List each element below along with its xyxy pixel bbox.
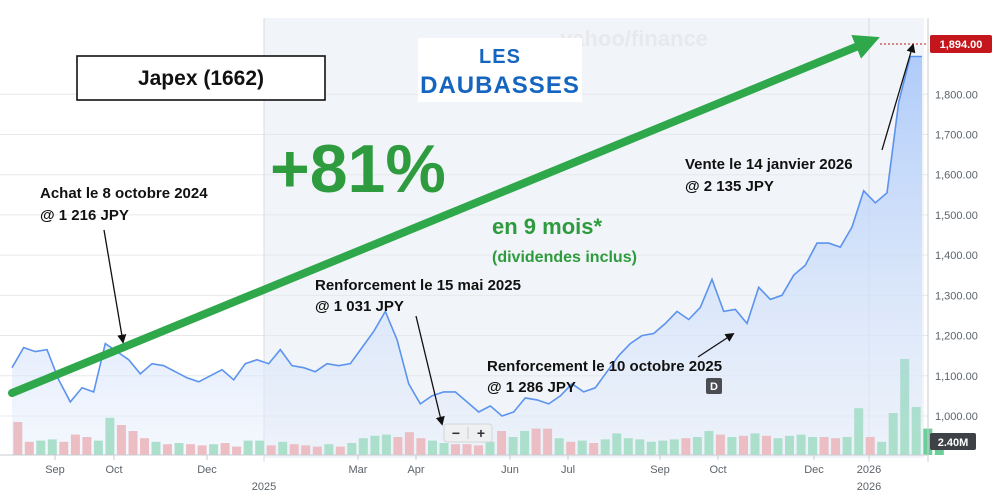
annotation-sell-line1: Vente le 14 janvier 2026 (685, 156, 853, 173)
dividend-marker-label: D (710, 381, 718, 393)
annotation-buy-line1: Achat le 8 octobre 2024 (40, 185, 208, 202)
last-price-badge: 1,894.00 (930, 35, 992, 53)
x-tick-label: 2026 (857, 464, 881, 476)
y-tick-label: 1,800.00 (935, 89, 978, 101)
logo-line1: LES (479, 46, 521, 68)
annotation-add-may-line1: Renforcement le 15 mai 2025 (315, 277, 521, 294)
les-daubasses-logo: LES DAUBASSES (418, 38, 582, 102)
title-box: Japex (1662) (76, 55, 326, 101)
y-tick-label: 1,400.00 (935, 250, 978, 262)
trend-arrow (8, 35, 880, 397)
y-axis-ticks: 1,000.00 1,100.00 1,200.00 1,300.00 1,400.00… (935, 89, 978, 423)
annotation-buy-line2: @ 1 216 JPY (40, 207, 129, 224)
zoom-out-button[interactable]: − (452, 425, 460, 441)
y-tick-label: 1,000.00 (935, 411, 978, 423)
y-tick-label: 1,100.00 (935, 371, 978, 383)
y-tick-label: 1,300.00 (935, 290, 978, 302)
annotation-add-may-line2: @ 1 031 JPY (315, 298, 404, 315)
x-tick-label: Jul (561, 464, 575, 476)
zoom-in-button[interactable]: + (477, 425, 485, 441)
dividend-marker[interactable]: D (706, 378, 722, 394)
year-label-2026: 2026 (857, 481, 881, 493)
annotation-add-oct: Renforcement le 10 octobre 2025 @ 1 286 … (487, 333, 735, 396)
y-tick-label: 1,600.00 (935, 170, 978, 182)
price-area (12, 56, 922, 455)
x-tick-label: Mar (349, 464, 368, 476)
x-axis-ticks: Sep Oct Dec Mar Apr Jun Jul Sep Oct Dec 2026 (45, 455, 881, 476)
x-tick-label: Dec (197, 464, 217, 476)
y-tick-label: 1,200.00 (935, 331, 978, 343)
volume-label: 2.40M (938, 437, 969, 449)
year-label-2025: 2025 (252, 481, 276, 493)
zoom-controls: − + (443, 423, 493, 443)
headline-return: +81% (270, 131, 446, 207)
x-tick-label: Sep (45, 464, 65, 476)
annotation-sell-line2: @ 2 135 JPY (685, 178, 774, 195)
chart-title: Japex (1662) (138, 67, 264, 90)
x-tick-label: Jun (501, 464, 519, 476)
volume-badge: 2.40M (930, 433, 976, 450)
x-tick-label: Oct (105, 464, 122, 476)
annotation-add-oct-line2: @ 1 286 JPY (487, 379, 576, 396)
source-watermark: yahoo/finance (560, 26, 708, 51)
annotation-buy: Achat le 8 octobre 2024 @ 1 216 JPY (40, 185, 208, 344)
headline-duration: en 9 mois* (492, 214, 602, 239)
last-price-label: 1,894.00 (940, 39, 983, 51)
x-tick-label: Apr (407, 464, 424, 476)
price-line (11, 55, 922, 417)
y-tick-label: 1,500.00 (935, 210, 978, 222)
x-tick-label: Sep (650, 464, 670, 476)
annotation-add-may: Renforcement le 15 mai 2025 @ 1 031 JPY (315, 277, 521, 426)
y-tick-label: 1,700.00 (935, 129, 978, 141)
x-tick-label: Oct (709, 464, 726, 476)
headline-note: (dividendes inclus) (492, 249, 637, 266)
annotation-add-oct-line1: Renforcement le 10 octobre 2025 (487, 358, 722, 375)
logo-line2: DAUBASSES (420, 72, 580, 99)
x-tick-label: Dec (804, 464, 824, 476)
annotation-sell: Vente le 14 janvier 2026 @ 2 135 JPY (685, 43, 916, 195)
